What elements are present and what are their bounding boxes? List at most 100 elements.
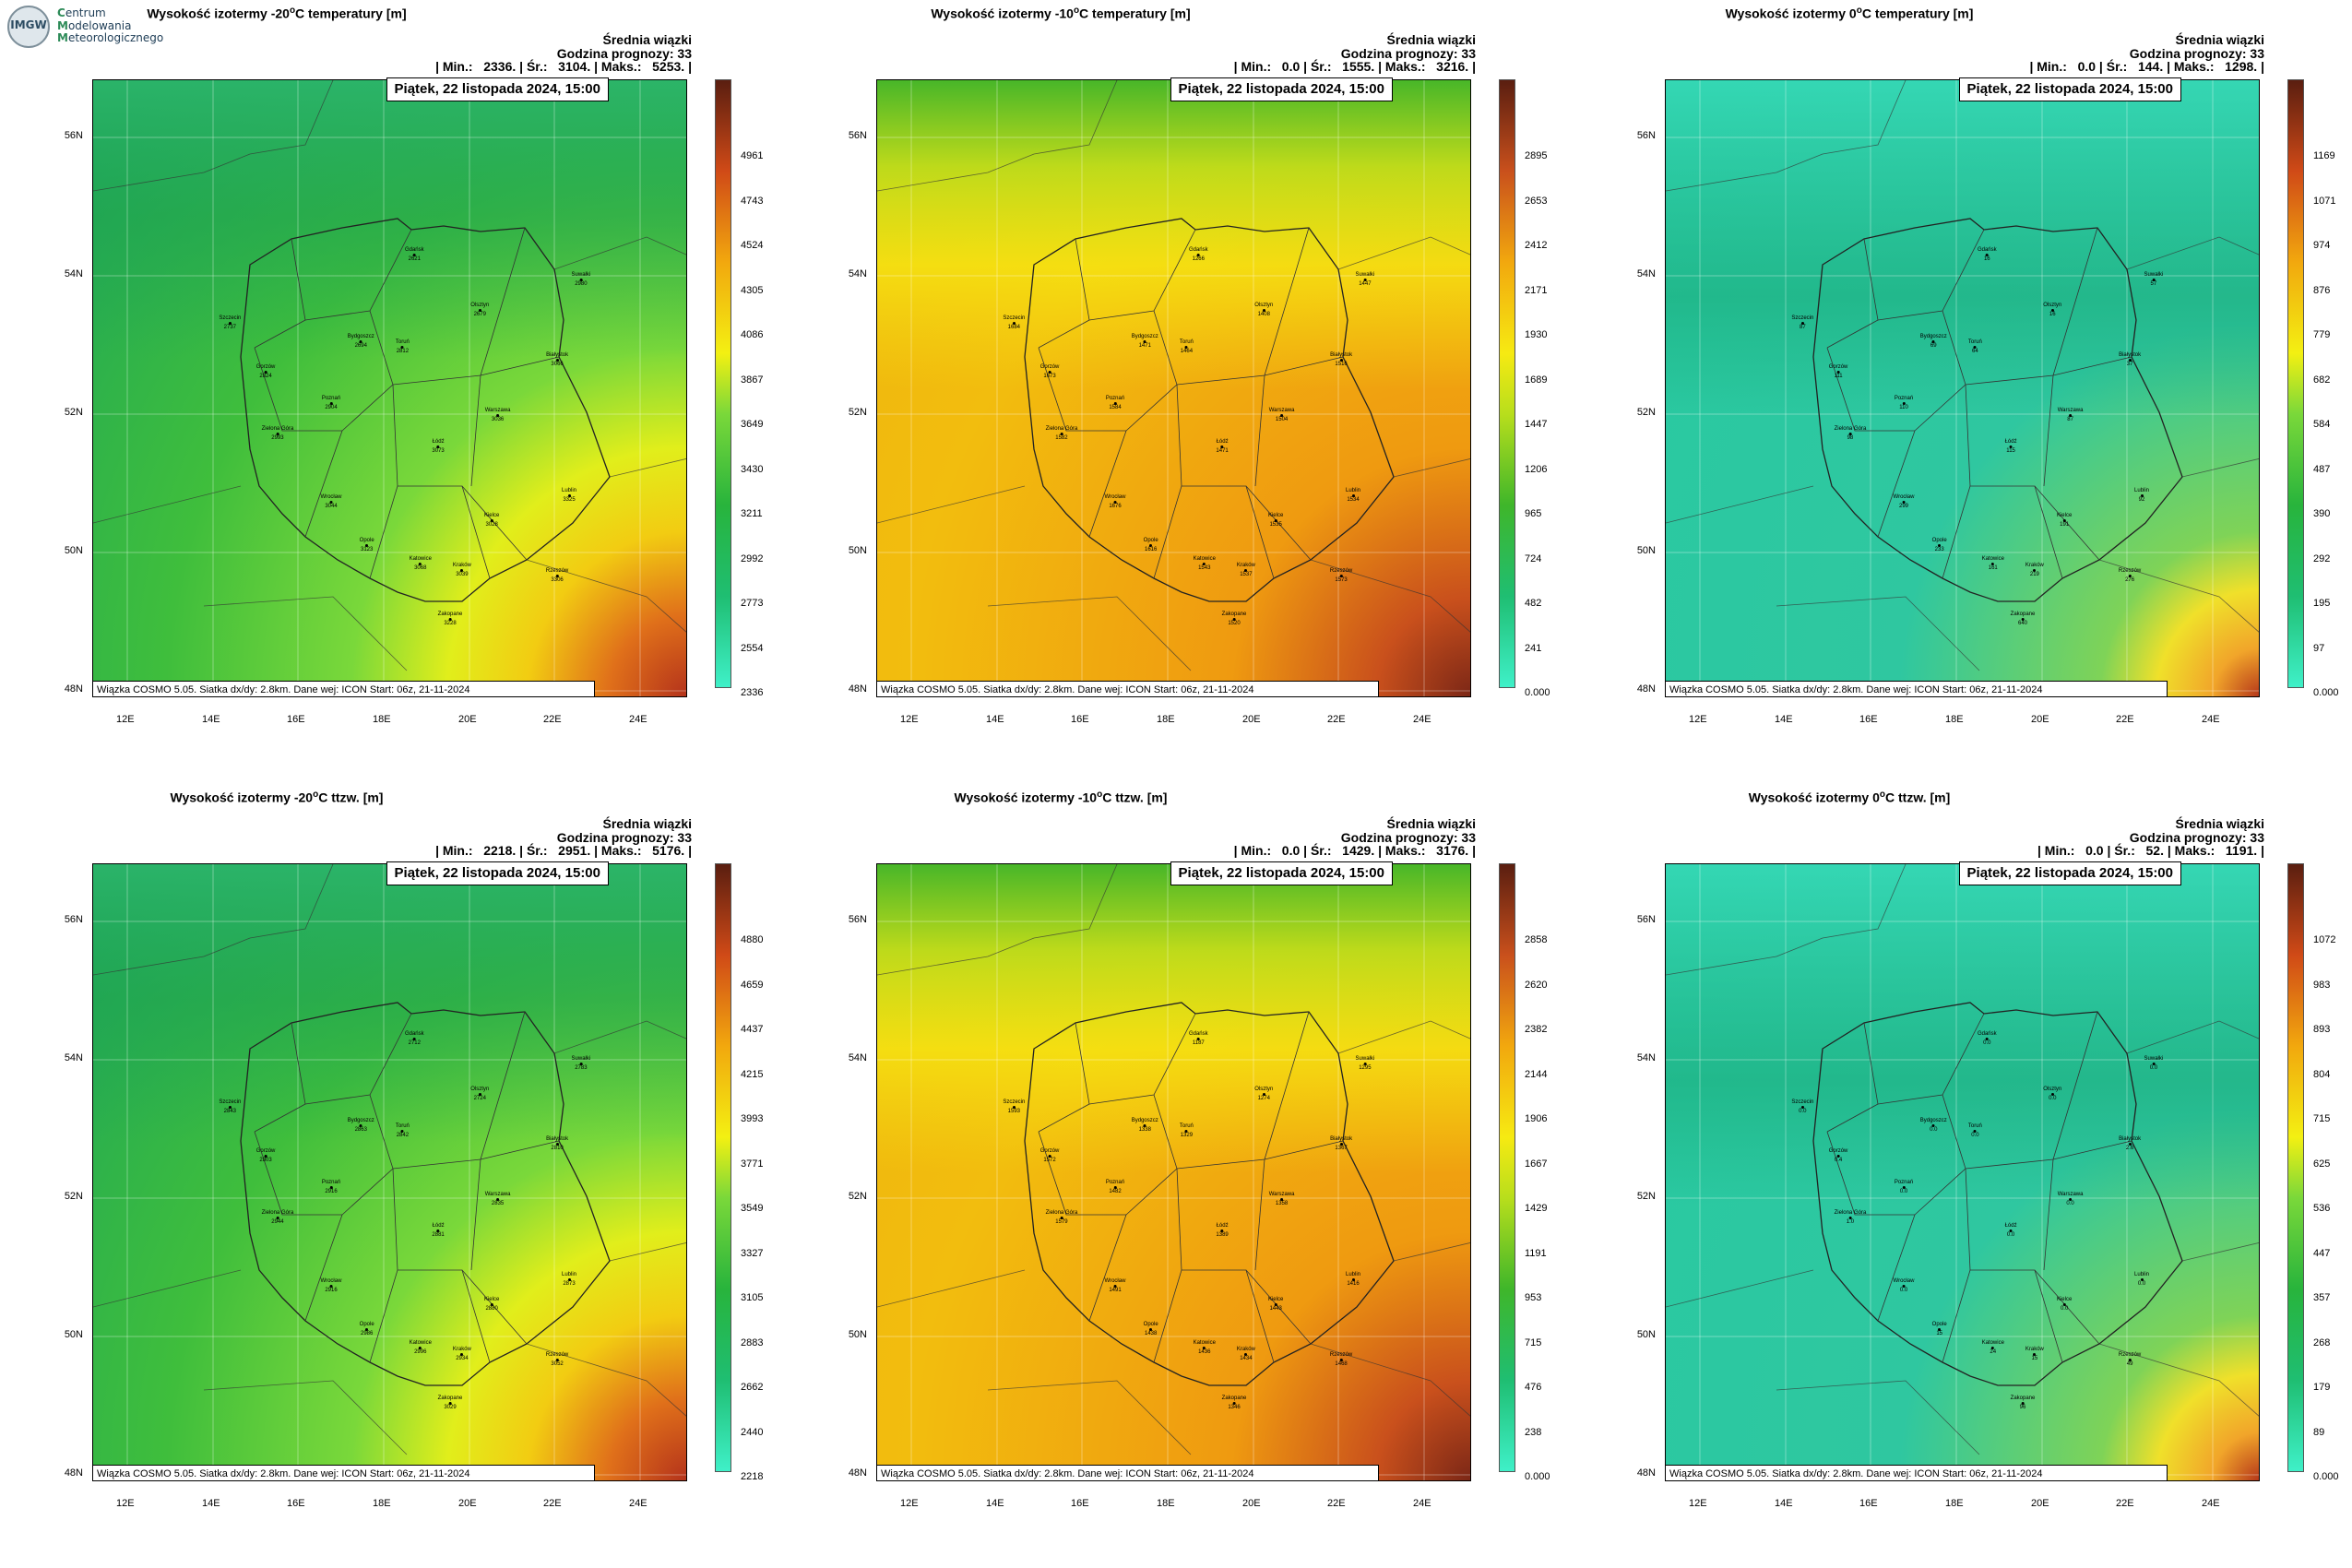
city-value: 3028 [485, 522, 498, 528]
lat-tick-label: 54N [64, 1052, 83, 1063]
lon-tick-label: 16E [287, 714, 305, 725]
city-marker: Szczecin 1593 [1003, 1099, 1025, 1115]
forecast-hour: Godzina prognozy: 33 [1340, 829, 1476, 845]
province-border [2052, 1140, 2132, 1160]
colorbar-tick-label: 89 [2313, 1426, 2325, 1438]
city-marker: Bydgoszcz 1338 [1132, 1118, 1158, 1134]
city-dot [1048, 371, 1051, 374]
city-marker: Wrocław 299 [1894, 494, 1915, 510]
province-border [1264, 356, 1344, 376]
lat-tick-label: 48N [1636, 683, 1656, 695]
city-marker: Warszawa 87 [2058, 408, 2084, 423]
lon-tick-label: 22E [543, 714, 562, 725]
colorbar-tick-label: 1930 [1525, 329, 1548, 340]
panel-title-text: Wysokość izotermy -20 [170, 790, 314, 805]
city-name: Poznań [1105, 1179, 1125, 1185]
city-dot [1848, 433, 1852, 436]
city-name: Łódź [432, 1222, 445, 1229]
forecast-date: Piątek, 22 listopada 2024, 15:00 [1170, 77, 1393, 101]
city-name: Lublin [1345, 488, 1361, 494]
city-name: Gorzów [255, 1148, 276, 1155]
city-name: Kraków [1236, 562, 1255, 568]
lat-tick-label: 54N [1636, 268, 1656, 279]
colorbar-tick-label: 1906 [1525, 1113, 1548, 1124]
city-value: 1436 [1198, 1348, 1211, 1355]
city-value: 1471 [1138, 342, 1151, 349]
field-overlay [877, 80, 1470, 696]
city-marker: Wrocław 3044 [321, 494, 342, 510]
colorbar-tick-label: 584 [2313, 419, 2331, 430]
city-dot [1985, 253, 1989, 256]
colorbar-tick-label: 4961 [741, 150, 764, 161]
city-marker: Kraków 219 [2025, 563, 2044, 578]
city-name: Opole [1143, 537, 1158, 543]
city-name: Gorzów [255, 364, 276, 371]
city-value: 1266 [1192, 255, 1205, 262]
map-panel: Wysokość izotermy -10oC temperatury [m] Ś… [784, 0, 1550, 775]
field-overlay [1666, 80, 2259, 696]
city-dot [567, 1278, 571, 1282]
province-border [1264, 1140, 1344, 1160]
city-dot [1363, 1062, 1367, 1065]
ensemble-info: Średnia wiązki Godzina prognozy: 33 | Min.… [1234, 817, 1476, 858]
city-marker: Lublin 1534 [1346, 488, 1360, 504]
city-value: 3039 [456, 571, 469, 577]
city-dot [276, 433, 279, 436]
map-svg [93, 80, 686, 696]
city-value: 2621 [408, 255, 421, 262]
city-marker: Bydgoszcz 0.0 [1920, 1118, 1947, 1134]
colorbar-tick-label: 4437 [741, 1024, 764, 1035]
city-marker: Wrocław 1491 [1105, 1278, 1126, 1294]
lon-tick-label: 14E [1775, 714, 1793, 725]
colorbar-tick-label: 2858 [1525, 934, 1548, 945]
city-name: Opole [1931, 1321, 1947, 1327]
city-name: Olsztyn [1254, 1087, 1274, 1093]
city-value: 111 [1834, 374, 1843, 380]
panel-title-unit: C ttzw. [m] [318, 790, 384, 805]
field-overlay [93, 864, 686, 1480]
city-marker: Lublin 1416 [1346, 1272, 1360, 1288]
colorbar-tick-label: 682 [2313, 374, 2331, 386]
city-dot [1232, 618, 1236, 622]
colorbar-tick-label: 1169 [2313, 150, 2335, 161]
lat-tick-label: 48N [64, 683, 83, 695]
lon-tick-label: 22E [1327, 1498, 1346, 1509]
city-dot [555, 358, 559, 362]
city-value: 0.0 [2066, 1201, 2074, 1207]
city-value: 2916 [325, 1188, 338, 1194]
city-value: 0.4 [1834, 1158, 1843, 1164]
city-name: Szczecin [1791, 315, 1814, 321]
colorbar-tick-label: 715 [2313, 1113, 2331, 1124]
city-value: 1389 [1216, 1231, 1229, 1238]
province-border [1254, 374, 1265, 487]
neighbour-border [2098, 559, 2259, 633]
city-dot [2050, 1093, 2054, 1097]
city-dot [1800, 1105, 1804, 1109]
city-dot [365, 543, 369, 547]
map-field: Gdańsk 16 Suwałki 57 Olsztyn 16 Szczecin 87 Bydg… [1665, 79, 2260, 697]
lon-tick-label: 24E [1413, 714, 1431, 725]
lat-tick-label: 56N [1636, 130, 1656, 141]
colorbar [1499, 79, 1515, 688]
logo-text: Centrum Modelowania Meteorologicznego [57, 6, 163, 45]
panel-title-text: Wysokość izotermy 0 [1748, 790, 1880, 805]
city-value: 0.0 [2149, 1064, 2158, 1071]
map-field: Gdańsk 1187 Suwałki 1295 Olsztyn 1274 Szczecin… [876, 863, 1471, 1481]
city-dot [1363, 278, 1367, 281]
colorbar-tick-label: 876 [2313, 284, 2331, 296]
city-marker: Zakopane 3029 [438, 1396, 463, 1411]
city-marker: Gdańsk 2712 [405, 1031, 424, 1047]
lon-tick-label: 20E [2031, 714, 2049, 725]
city-marker: Zakopane 1346 [1222, 1396, 1247, 1411]
city-marker: Kielce 1443 [1268, 1297, 1283, 1313]
lat-tick-label: 52N [64, 407, 83, 418]
city-dot [1931, 1123, 1935, 1127]
neighbour-border [93, 1269, 242, 1308]
city-value: 1573 [1335, 577, 1348, 584]
city-name: Katowice [1193, 1339, 1216, 1346]
city-dot [329, 401, 333, 405]
city-marker: Szczecin 2843 [219, 1099, 241, 1115]
map-svg [877, 80, 1470, 696]
city-marker: Rzeszów 1573 [1330, 568, 1352, 584]
city-value: 2863 [354, 1126, 367, 1133]
